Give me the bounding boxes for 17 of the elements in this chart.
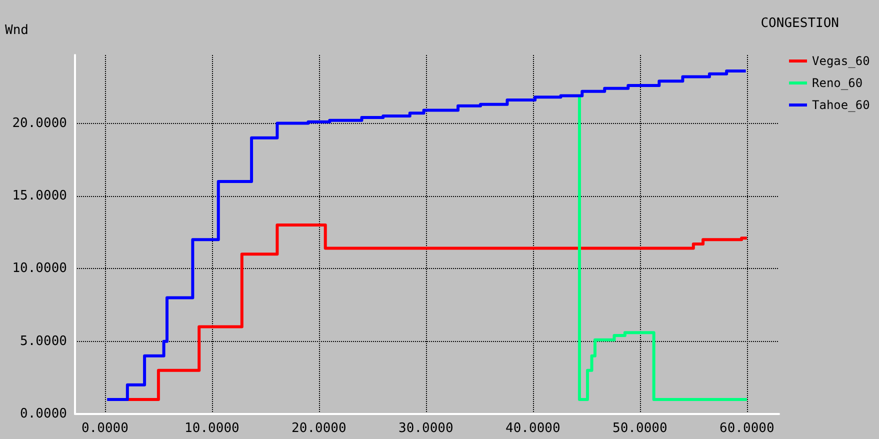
x-tick-label: 40.0000	[506, 421, 560, 436]
y-tick-label: 5.0000	[20, 334, 67, 349]
y-tick-label: 10.0000	[12, 261, 67, 276]
chart-title: CONGESTION	[760, 16, 840, 31]
y-tick-label: 20.0000	[12, 116, 67, 131]
y-tick-label: 0.0000	[20, 406, 67, 422]
x-tick-label: 50.0000	[612, 421, 668, 436]
x-tick-label: 20.0000	[292, 421, 346, 436]
legend-label: Reno_60	[812, 76, 863, 90]
legend-label: Tahoe_60	[812, 98, 870, 112]
legend-label: Vegas_60	[812, 54, 870, 68]
x-tick-label: 60.0000	[720, 421, 774, 436]
x-tick-label: 0.0000	[81, 421, 128, 436]
x-tick-label: 10.0000	[184, 421, 240, 436]
x-tick-label: 30.0000	[398, 421, 454, 436]
y-axis-title: Wnd	[5, 23, 28, 38]
y-tick-label: 15.0000	[12, 188, 67, 204]
